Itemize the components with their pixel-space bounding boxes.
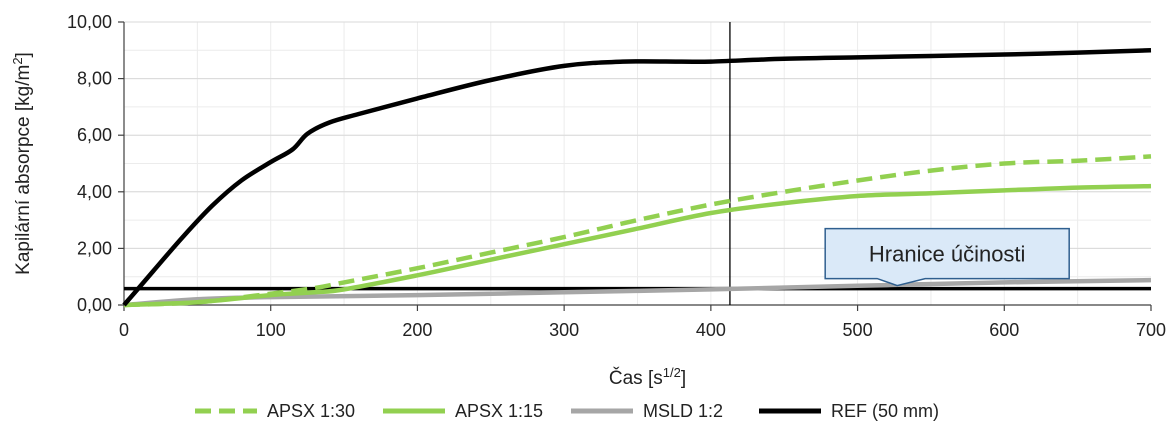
tick-labels: 0,00 2,00 4,00 6,00 8,00 10,00 0 100 200 300 400 50… — [67, 12, 1166, 340]
y-tick-label: 0,00 — [77, 295, 112, 315]
y-tick-label: 8,00 — [77, 69, 112, 89]
series-line-0 — [123, 154, 1152, 308]
legend-label-0: APSX 1:30 — [267, 401, 355, 421]
series-line-3 — [122, 48, 1152, 307]
legend-label-1: APSX 1:15 — [455, 401, 543, 421]
x-tick-label: 500 — [843, 320, 873, 340]
y-tick-label: 4,00 — [77, 182, 112, 202]
y-tick-label: 10,00 — [67, 12, 112, 32]
y-tick-label: 6,00 — [77, 125, 112, 145]
x-tick-label: 700 — [1136, 320, 1166, 340]
axes — [118, 21, 1152, 311]
callout-text: Hranice účinosti — [869, 242, 1026, 267]
x-tick-label: 600 — [989, 320, 1019, 340]
annotation-callout: Hranice účinosti — [824, 227, 1070, 287]
y-axis-title: Kapilární absorpce [kg/m2] — [10, 52, 35, 275]
callout-bubble — [824, 227, 1070, 287]
x-tick-label: 400 — [696, 320, 726, 340]
y-tick-label: 2,00 — [77, 238, 112, 258]
x-axis-title-sup: 1/2 — [663, 365, 681, 380]
y-axis-title-sup: 2 — [10, 57, 25, 64]
series-group — [122, 48, 1152, 308]
x-axis-title: Čas [s1/2] — [609, 365, 686, 390]
x-tick-label: 100 — [256, 320, 286, 340]
legend: APSX 1:30 APSX 1:15 MSLD 1:2 REF (50 mm) — [195, 401, 939, 421]
x-tick-label: 200 — [402, 320, 432, 340]
x-tick-label: 300 — [549, 320, 579, 340]
x-tick-label: 0 — [119, 320, 129, 340]
legend-label-3: REF (50 mm) — [831, 401, 939, 421]
series-line-1 — [123, 183, 1152, 308]
legend-label-2: MSLD 1:2 — [643, 401, 723, 421]
